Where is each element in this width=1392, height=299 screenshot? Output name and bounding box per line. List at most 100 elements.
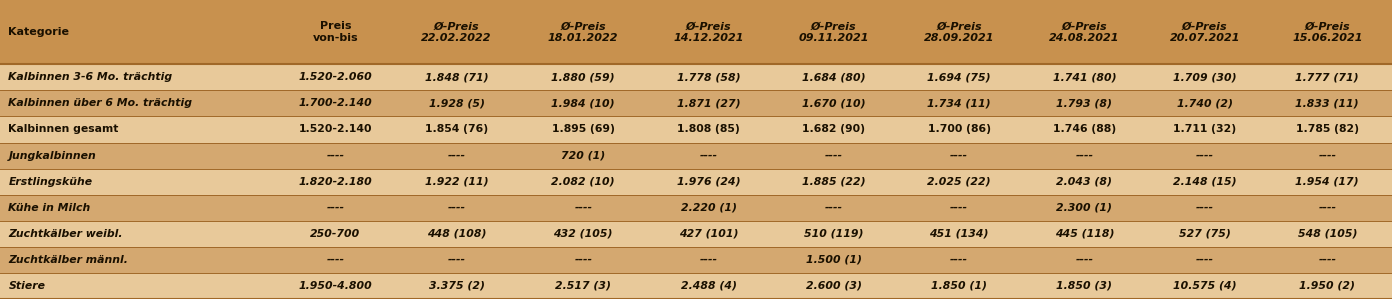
Text: Ø-Preis
20.07.2021: Ø-Preis 20.07.2021 [1169,21,1240,43]
Text: 1.520-2.140: 1.520-2.140 [299,124,372,135]
Text: 1.928 (5): 1.928 (5) [429,98,484,109]
Text: 1.684 (80): 1.684 (80) [802,72,866,82]
Text: Ø-Preis
24.08.2021: Ø-Preis 24.08.2021 [1050,21,1119,43]
Bar [0,143,1392,169]
Text: 2.300 (1): 2.300 (1) [1057,203,1112,213]
Text: 1.984 (10): 1.984 (10) [551,98,615,109]
Text: 1.741 (80): 1.741 (80) [1052,72,1116,82]
Text: 1.711 (32): 1.711 (32) [1173,124,1236,135]
Text: 1.500 (1): 1.500 (1) [806,255,862,265]
Text: ----: ---- [1196,255,1214,265]
Bar [0,116,1392,143]
Text: ----: ---- [1318,151,1336,161]
Text: 250-700: 250-700 [310,229,361,239]
Bar [0,247,1392,273]
Text: 427 (101): 427 (101) [679,229,738,239]
Text: 2.043 (8): 2.043 (8) [1057,177,1112,187]
Text: 432 (105): 432 (105) [554,229,612,239]
Text: 1.700-2.140: 1.700-2.140 [299,98,372,109]
Text: ----: ---- [825,203,842,213]
Bar [0,64,1392,90]
Text: 1.670 (10): 1.670 (10) [802,98,866,109]
Text: 1.833 (11): 1.833 (11) [1296,98,1359,109]
Text: 1.793 (8): 1.793 (8) [1057,98,1112,109]
Text: 2.082 (10): 2.082 (10) [551,177,615,187]
Text: 1.854 (76): 1.854 (76) [425,124,489,135]
Text: 2.148 (15): 2.148 (15) [1173,177,1236,187]
Text: 1.885 (22): 1.885 (22) [802,177,866,187]
Text: 1.808 (85): 1.808 (85) [677,124,741,135]
Text: ----: ---- [1318,255,1336,265]
Text: Kalbinnen gesamt: Kalbinnen gesamt [8,124,118,135]
Text: ----: ---- [951,203,967,213]
Text: 1.694 (75): 1.694 (75) [927,72,991,82]
Text: ----: ---- [448,151,465,161]
Text: Zuchtkälber weibl.: Zuchtkälber weibl. [8,229,122,239]
Text: ----: ---- [327,255,344,265]
Text: ----: ---- [951,255,967,265]
Text: 2.517 (3): 2.517 (3) [555,281,611,291]
Text: ----: ---- [700,255,717,265]
Text: Preis
von-bis: Preis von-bis [313,21,358,43]
Text: Ø-Preis
18.01.2022: Ø-Preis 18.01.2022 [548,21,618,43]
Text: 1.871 (27): 1.871 (27) [677,98,741,109]
Text: Ø-Preis
14.12.2021: Ø-Preis 14.12.2021 [674,21,743,43]
Bar [0,221,1392,247]
Text: ----: ---- [700,151,717,161]
Text: 1.734 (11): 1.734 (11) [927,98,991,109]
Text: ----: ---- [575,255,592,265]
Text: 1.820-2.180: 1.820-2.180 [299,177,372,187]
Bar [0,90,1392,116]
Text: 1.778 (58): 1.778 (58) [677,72,741,82]
Text: 1.922 (11): 1.922 (11) [425,177,489,187]
Text: ----: ---- [951,151,967,161]
Text: Stiere: Stiere [8,281,46,291]
Text: 2.488 (4): 2.488 (4) [681,281,736,291]
Text: 548 (105): 548 (105) [1297,229,1357,239]
Text: Erstlingskühe: Erstlingskühe [8,177,92,187]
Text: 720 (1): 720 (1) [561,151,606,161]
Text: 510 (119): 510 (119) [805,229,863,239]
Text: 1.954 (17): 1.954 (17) [1296,177,1359,187]
Text: Kühe in Milch: Kühe in Milch [8,203,90,213]
Text: Kalbinnen 3-6 Mo. trächtig: Kalbinnen 3-6 Mo. trächtig [8,72,173,82]
Text: ----: ---- [327,151,344,161]
Text: 1.880 (59): 1.880 (59) [551,72,615,82]
Text: ----: ---- [448,203,465,213]
Text: Kategorie: Kategorie [8,27,70,37]
Bar [0,0,1392,64]
Bar [0,195,1392,221]
Text: 1.709 (30): 1.709 (30) [1173,72,1236,82]
Text: ----: ---- [1196,203,1214,213]
Text: ----: ---- [575,203,592,213]
Text: Jungkalbinnen: Jungkalbinnen [8,151,96,161]
Text: 448 (108): 448 (108) [427,229,486,239]
Text: 1.848 (71): 1.848 (71) [425,72,489,82]
Text: ----: ---- [327,203,344,213]
Text: 1.950-4.800: 1.950-4.800 [299,281,372,291]
Text: Ø-Preis
15.06.2021: Ø-Preis 15.06.2021 [1292,21,1363,43]
Text: ----: ---- [825,151,842,161]
Text: ----: ---- [1076,255,1093,265]
Text: 1.976 (24): 1.976 (24) [677,177,741,187]
Text: 1.850 (1): 1.850 (1) [931,281,987,291]
Text: ----: ---- [1076,151,1093,161]
Text: Ø-Preis
28.09.2021: Ø-Preis 28.09.2021 [924,21,994,43]
Bar [0,273,1392,299]
Text: 451 (134): 451 (134) [930,229,988,239]
Text: Kalbinnen über 6 Mo. trächtig: Kalbinnen über 6 Mo. trächtig [8,98,192,109]
Text: 1.785 (82): 1.785 (82) [1296,124,1359,135]
Text: 2.220 (1): 2.220 (1) [681,203,736,213]
Text: 2.025 (22): 2.025 (22) [927,177,991,187]
Text: 1.777 (71): 1.777 (71) [1296,72,1359,82]
Text: 445 (118): 445 (118) [1055,229,1114,239]
Text: 10.575 (4): 10.575 (4) [1173,281,1236,291]
Text: 2.600 (3): 2.600 (3) [806,281,862,291]
Text: 1.950 (2): 1.950 (2) [1299,281,1356,291]
Text: 527 (75): 527 (75) [1179,229,1231,239]
Bar [0,169,1392,195]
Text: Ø-Preis
22.02.2022: Ø-Preis 22.02.2022 [422,21,491,43]
Text: ----: ---- [1318,203,1336,213]
Text: 1.746 (88): 1.746 (88) [1052,124,1116,135]
Text: 1.520-2.060: 1.520-2.060 [299,72,372,82]
